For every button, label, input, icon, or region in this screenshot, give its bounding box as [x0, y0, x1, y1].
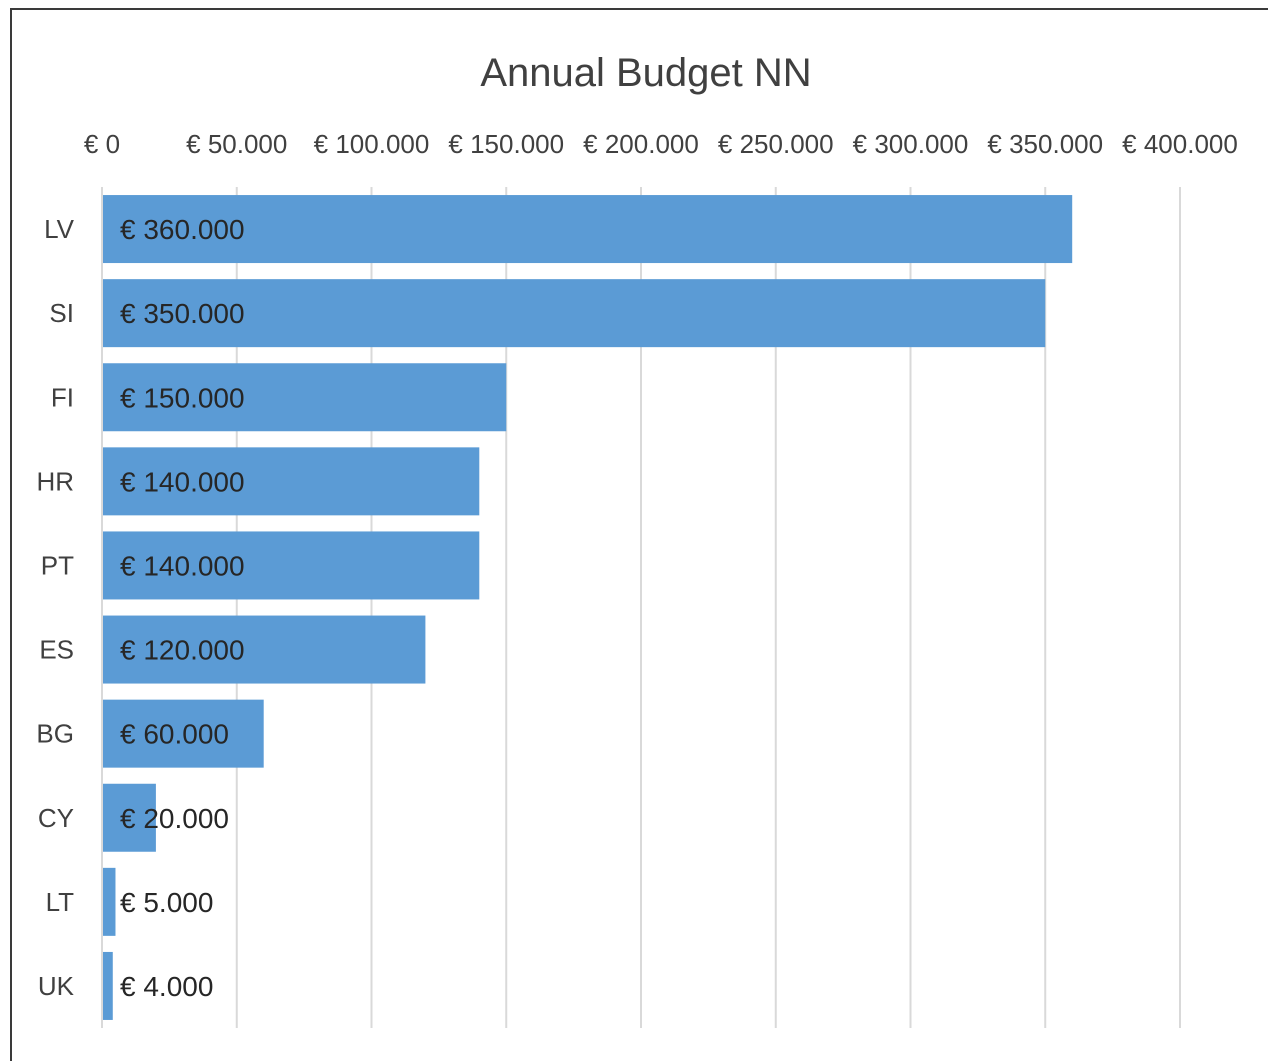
bar-es [103, 615, 426, 684]
data-label: € 20.000 [120, 803, 229, 834]
x-tick-label: € 250.000 [718, 129, 834, 159]
bars [103, 195, 1073, 1020]
category-label: SI [49, 298, 74, 328]
data-label: € 140.000 [120, 550, 245, 581]
data-labels: € 360.000 € 350.000 € 150.000 € 140.000 € 14… [120, 214, 245, 1002]
bar-hr [103, 447, 480, 516]
data-label: € 350.000 [120, 298, 245, 329]
bar-uk [103, 951, 113, 1020]
category-label: ES [39, 635, 74, 665]
data-label: € 360.000 [120, 214, 245, 245]
x-tick-label: € 150.000 [448, 129, 564, 159]
bar-lt [103, 867, 116, 936]
category-label: PT [41, 550, 74, 580]
data-label: € 60.000 [120, 719, 229, 750]
x-tick-label: € 100.000 [314, 129, 430, 159]
chart-title: Annual Budget NN [480, 51, 811, 95]
bar-si [103, 279, 1046, 348]
x-tick-label: € 400.000 [1122, 129, 1238, 159]
bar-fi [103, 363, 507, 432]
x-tick-label: € 0 [84, 129, 120, 159]
x-tick-label: € 300.000 [853, 129, 969, 159]
category-label: UK [38, 971, 75, 1001]
data-label: € 4.000 [120, 971, 213, 1002]
category-label: LT [46, 887, 75, 917]
category-label: CY [38, 803, 74, 833]
category-label: HR [36, 466, 74, 496]
x-tick-label: € 200.000 [583, 129, 699, 159]
x-tick-label: € 50.000 [186, 129, 287, 159]
category-labels: LV SI FI HR PT ES BG CY LT UK [36, 214, 74, 1001]
bar-bg [103, 699, 264, 768]
bar-lv [103, 195, 1073, 264]
bar-cy [103, 783, 156, 852]
category-label: FI [51, 382, 74, 412]
data-label: € 5.000 [120, 887, 213, 918]
data-label: € 140.000 [120, 466, 245, 497]
bar-chart: Annual Budget NN € 0 € 50.000 € 100.000 € 1… [36, 51, 1238, 1028]
chart-frame: Annual Budget NN € 0 € 50.000 € 100.000 € 1… [10, 8, 1268, 1061]
x-axis-ticks: € 0 € 50.000 € 100.000 € 150.000 € 200.000 € … [84, 129, 1238, 159]
x-tick-label: € 350.000 [987, 129, 1103, 159]
category-label: LV [44, 214, 75, 244]
category-label: BG [36, 719, 74, 749]
data-label: € 150.000 [120, 382, 245, 413]
data-label: € 120.000 [120, 635, 245, 666]
bar-pt [103, 531, 480, 600]
